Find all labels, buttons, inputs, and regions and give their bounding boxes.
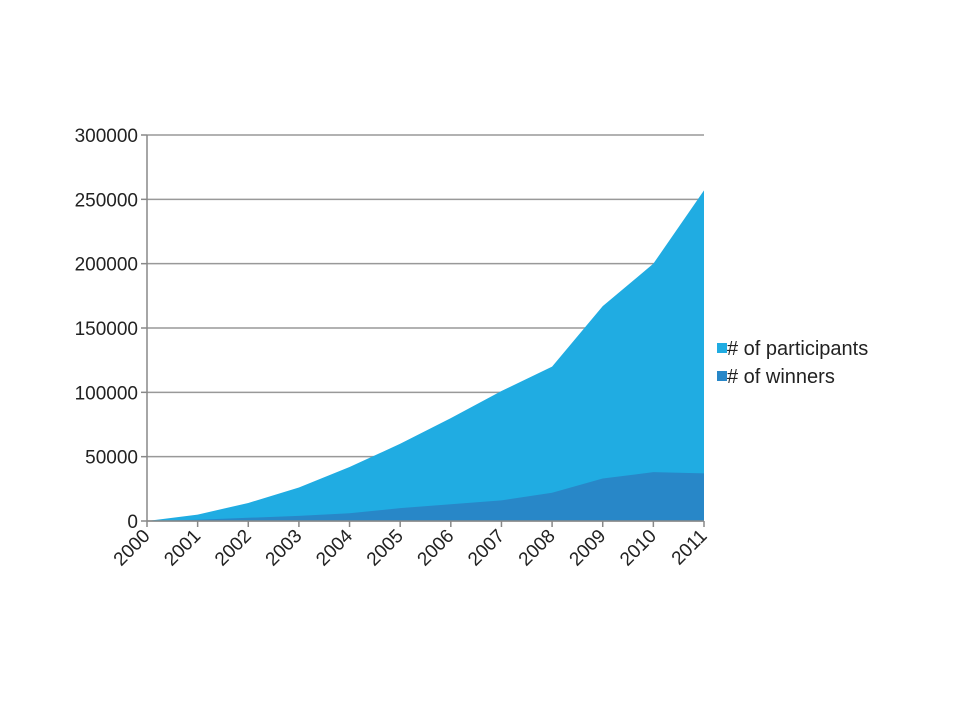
series-area-1 [147,472,704,521]
plot-areas [147,190,704,521]
x-tick-label: 2009 [566,526,611,571]
legend-label: # of winners [727,366,835,388]
legend-swatch [717,343,727,353]
legend-swatch [717,371,727,381]
x-tick-label: 2006 [414,526,459,571]
x-tick-label: 2001 [160,526,205,571]
x-tick-label: 2011 [668,526,712,570]
y-tick-label: 100000 [75,383,138,404]
x-tick-label: 2002 [211,526,256,571]
y-tick-label: 200000 [75,255,138,276]
x-tick-label: 2003 [262,526,307,571]
x-tick-label: 2000 [110,526,155,571]
y-tick-label: 50000 [85,448,138,469]
x-tick-label: 2010 [616,526,661,571]
axes [141,134,705,527]
x-tick-label: 2008 [515,526,560,571]
y-tick-label: 0 [127,512,138,533]
y-tick-label: 300000 [75,126,138,147]
y-tick-labels: 0 50000 100000 150000 200000 250000 300000 [75,126,138,533]
y-tick-label: 150000 [75,319,138,340]
x-tick-label: 2004 [312,525,357,570]
legend: # of participants # of winners [717,338,868,388]
gridlines [147,134,704,522]
y-tick-label: 250000 [75,190,138,211]
series-area-0 [147,190,704,521]
x-tick-labels: 2000 2001 2002 2003 2004 2005 2006 2007 2008 2009… [110,525,712,570]
x-tick-label: 2005 [363,526,408,571]
x-tick-label: 2007 [464,526,509,571]
legend-label: # of participants [727,338,868,360]
